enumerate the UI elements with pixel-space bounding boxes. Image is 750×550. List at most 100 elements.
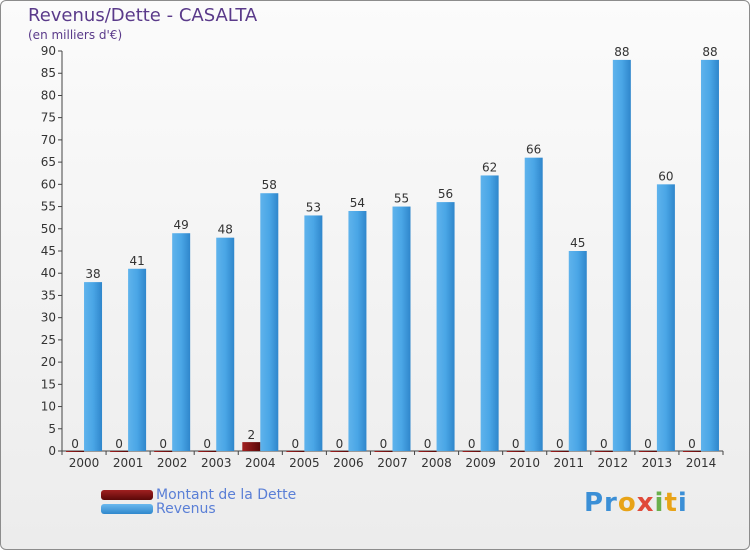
data-label-dette: 0 [468,437,476,451]
x-tick-label: 2009 [465,456,496,470]
y-tick-label: 40 [41,266,56,280]
bar-revenus [348,211,367,451]
y-tick-label: 70 [41,133,56,147]
bar-revenus [172,233,191,451]
data-label-dette: 0 [380,437,388,451]
bar-dette [330,451,349,452]
data-label-dette: 0 [336,437,344,451]
bar-dette [154,451,173,452]
data-label-dette: 0 [688,437,696,451]
bar-dette [110,451,129,452]
bar-dette [506,451,525,452]
bar-dette [638,451,657,452]
y-tick-label: 90 [41,44,56,58]
bar-revenus [436,202,455,451]
x-tick-label: 2004 [245,456,276,470]
x-tick-label: 2013 [642,456,673,470]
bar-dette [550,451,569,452]
bar-revenus [128,268,147,451]
bar-dette [374,451,393,452]
proxiti-logo: Proxiti [584,488,688,518]
x-tick-label: 2014 [686,456,717,470]
y-tick-label: 20 [41,355,56,369]
data-label-dette: 0 [292,437,300,451]
data-label-revenus: 60 [658,169,673,183]
y-tick-label: 80 [41,88,56,102]
data-label-revenus: 55 [394,192,409,206]
x-tick-label: 2006 [333,456,364,470]
x-tick-label: 2007 [377,456,408,470]
bar-revenus [480,175,499,451]
legend-label-revenus: Revenus [156,501,216,517]
legend-label-dette: Montant de la Dette [156,487,297,503]
bar-dette [462,451,481,452]
x-tick-label: 2010 [509,456,540,470]
legend-swatch-revenus [101,504,153,514]
y-tick-label: 45 [41,244,56,258]
data-label-revenus: 88 [614,45,629,59]
data-label-revenus: 56 [438,187,453,201]
data-label-revenus: 38 [85,267,100,281]
data-label-dette: 0 [115,437,123,451]
x-tick-label: 2003 [201,456,232,470]
bar-dette [418,451,437,452]
data-label-revenus: 45 [570,236,585,250]
x-tick-label: 2000 [69,456,100,470]
y-tick-label: 55 [41,200,56,214]
x-tick-label: 2002 [157,456,188,470]
x-tick-label: 2008 [421,456,452,470]
bar-revenus [84,282,103,451]
y-tick-label: 15 [41,377,56,391]
y-tick-label: 35 [41,288,56,302]
data-label-dette: 0 [556,437,564,451]
bar-revenus [524,157,543,451]
data-label-dette: 0 [159,437,167,451]
data-label-dette: 0 [512,437,520,451]
x-tick-label: 2001 [113,456,144,470]
y-tick-label: 85 [41,66,56,80]
data-label-revenus: 53 [306,200,321,214]
data-label-revenus: 49 [174,218,189,232]
bar-revenus [304,215,323,451]
y-tick-label: 25 [41,333,56,347]
y-tick-label: 5 [48,422,56,436]
data-label-revenus: 62 [482,160,497,174]
data-label-revenus: 54 [350,196,365,210]
data-label-dette: 2 [247,428,255,442]
y-tick-label: 10 [41,400,56,414]
data-label-revenus: 58 [262,178,277,192]
data-label-dette: 0 [424,437,432,451]
y-tick-label: 65 [41,155,56,169]
data-label-revenus: 41 [129,254,144,268]
chart-title: Revenus/Dette - CASALTA [28,5,258,26]
bar-dette [594,451,613,452]
chart-subtitle: (en milliers d'€) [28,28,123,42]
x-tick-label: 2011 [553,456,584,470]
y-tick-label: 50 [41,222,56,236]
bar-revenus [568,251,587,451]
bar-dette [66,451,85,452]
bar-revenus [700,59,719,452]
data-label-dette: 0 [644,437,652,451]
bar-revenus [612,59,631,452]
data-label-dette: 0 [71,437,79,451]
y-tick-label: 30 [41,311,56,325]
data-label-dette: 0 [203,437,211,451]
y-tick-label: 0 [48,444,56,458]
bar-dette [198,451,217,452]
data-label-revenus: 88 [702,45,717,59]
bar-dette [242,442,261,451]
y-tick-label: 75 [41,111,56,125]
data-label-revenus: 66 [526,143,541,157]
bar-revenus [216,237,235,451]
bar-dette [682,451,701,452]
x-tick-label: 2012 [598,456,629,470]
bar-revenus [656,184,675,452]
data-label-dette: 0 [600,437,608,451]
bar-revenus [260,193,279,451]
bar-dette [286,451,305,452]
data-label-revenus: 48 [218,223,233,237]
legend-swatch-dette [101,490,153,500]
